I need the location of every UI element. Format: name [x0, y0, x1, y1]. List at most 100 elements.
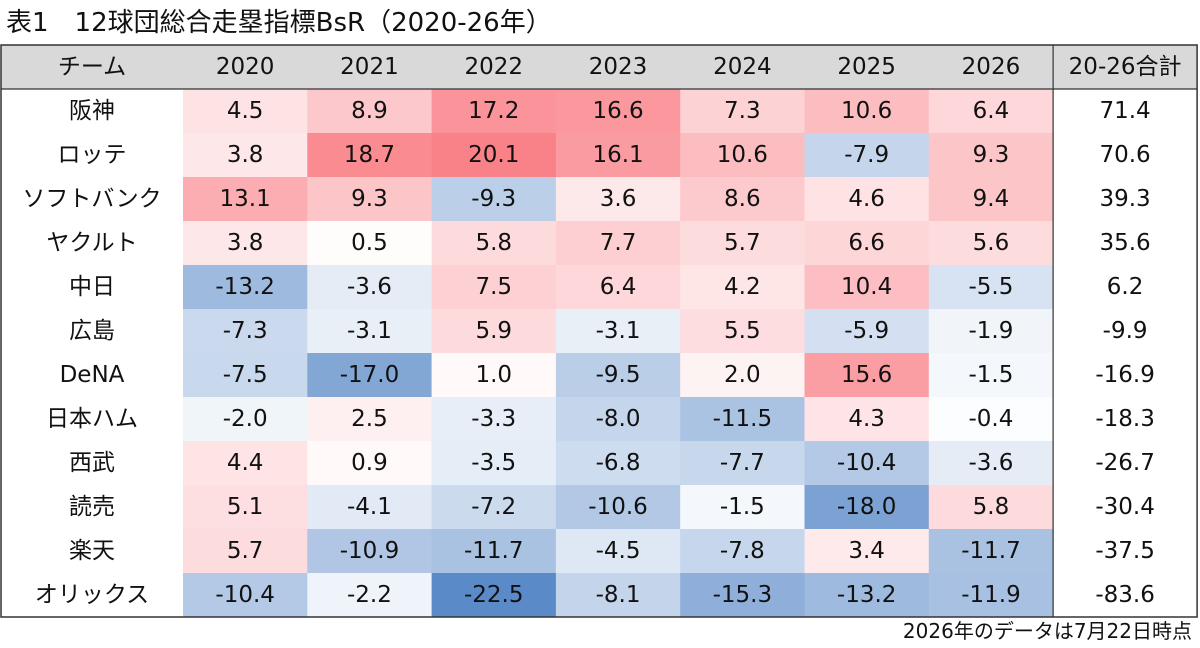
heatmap-cell — [928, 133, 1054, 178]
cell-value: -9.3 — [471, 186, 516, 212]
cell-value: -15.3 — [713, 582, 773, 608]
total-value: -16.9 — [1095, 362, 1155, 388]
heatmap-cell — [307, 573, 433, 618]
heatmap-cell — [307, 309, 433, 354]
total-value: -83.6 — [1095, 582, 1155, 608]
cell-value: 4.3 — [848, 406, 885, 432]
cell-value: -3.3 — [471, 406, 516, 432]
heatmap-cell — [555, 397, 681, 442]
heatmap-cell — [183, 353, 308, 398]
heatmap-cell — [431, 529, 557, 574]
cell-value: -11.7 — [464, 538, 524, 564]
heatmap-cell — [555, 309, 681, 354]
heatmap-cell — [680, 265, 805, 310]
heatmap-cell — [680, 177, 805, 222]
heatmap-cell — [555, 485, 681, 530]
heatmap-cell — [431, 573, 557, 618]
team-label: 楽天 — [69, 538, 115, 564]
team-label: 中日 — [69, 274, 115, 300]
cell-value: -3.6 — [347, 274, 392, 300]
heatmap-cell — [804, 265, 930, 310]
header-year-2024: 2024 — [713, 54, 772, 80]
cell-value: 0.5 — [351, 230, 388, 256]
cell-value: 8.6 — [724, 186, 761, 212]
heatmap-cell — [928, 529, 1054, 574]
cell-value: -2.0 — [223, 406, 268, 432]
heatmap-cell — [183, 573, 308, 618]
heatmap-cell — [928, 89, 1054, 134]
cell-value: 6.4 — [600, 274, 637, 300]
cell-value: 3.6 — [600, 186, 637, 212]
total-value: 6.2 — [1107, 274, 1144, 300]
header-total-label: 20-26合計 — [1069, 54, 1182, 80]
cell-value: 10.4 — [841, 274, 892, 300]
cell-value: 5.6 — [973, 230, 1010, 256]
heatmap-cell — [928, 397, 1054, 442]
heatmap-cell — [307, 89, 433, 134]
heatmap-cell — [183, 133, 308, 178]
heatmap-cell — [555, 529, 681, 574]
cell-value: -13.2 — [837, 582, 897, 608]
cell-value: 2.0 — [724, 362, 761, 388]
heatmap-cell — [307, 397, 433, 442]
cell-value: -10.4 — [837, 450, 897, 476]
cell-value: -5.9 — [844, 318, 889, 344]
heatmap-cell — [555, 265, 681, 310]
heatmap-cell — [804, 529, 930, 574]
cell-value: -3.5 — [471, 450, 516, 476]
team-label: 日本ハム — [46, 406, 138, 432]
total-value: -26.7 — [1095, 450, 1155, 476]
heatmap-cell — [680, 221, 805, 266]
heatmap-cell — [431, 89, 557, 134]
cell-value: 9.3 — [351, 186, 388, 212]
cell-value: 8.9 — [351, 98, 388, 124]
heatmap-cell — [183, 529, 308, 574]
cell-value: 4.4 — [227, 450, 264, 476]
total-value: 35.6 — [1099, 230, 1150, 256]
team-label: ヤクルト — [46, 230, 137, 256]
heatmap-cell — [928, 221, 1054, 266]
footnote: 2026年のデータは7月22日時点 — [902, 619, 1192, 643]
heatmap-cell — [680, 529, 805, 574]
cell-value: 10.6 — [841, 98, 892, 124]
heatmap-cell — [307, 265, 433, 310]
heatmap-cell — [183, 397, 308, 442]
cell-value: -4.5 — [596, 538, 641, 564]
cell-value: 7.3 — [724, 98, 761, 124]
cell-value: -7.7 — [720, 450, 765, 476]
cell-value: 3.4 — [848, 538, 885, 564]
cell-value: -22.5 — [464, 582, 524, 608]
heatmap-cell — [307, 177, 433, 222]
total-value: 70.6 — [1099, 142, 1150, 168]
cell-value: 7.7 — [600, 230, 637, 256]
cell-value: -10.6 — [588, 494, 648, 520]
total-value: -18.3 — [1095, 406, 1155, 432]
cell-value: -5.5 — [969, 274, 1014, 300]
total-value: 71.4 — [1099, 98, 1150, 124]
heatmap-cell — [183, 265, 308, 310]
cell-value: 5.5 — [724, 318, 761, 344]
table-title: 表1 12球団総合走塁指標BsR（2020-26年） — [6, 8, 552, 38]
cell-value: 16.1 — [592, 142, 643, 168]
heatmap-cell — [555, 133, 681, 178]
heatmap-cell — [680, 133, 805, 178]
cell-value: 5.7 — [227, 538, 264, 564]
heatmap-cell — [680, 485, 805, 530]
cell-value: 3.8 — [227, 142, 264, 168]
heatmap-cell — [680, 441, 805, 486]
cell-value: -7.8 — [720, 538, 765, 564]
heatmap-cell — [555, 573, 681, 618]
cell-value: -8.1 — [596, 582, 641, 608]
heatmap-cell — [183, 441, 308, 486]
cell-value: 6.6 — [848, 230, 885, 256]
heatmap-cell — [680, 309, 805, 354]
heatmap-cell — [555, 441, 681, 486]
cell-value: 16.6 — [592, 98, 643, 124]
team-label: 広島 — [69, 318, 115, 344]
heatmap-cell — [804, 573, 930, 618]
heatmap-cell — [804, 485, 930, 530]
cell-value: 2.5 — [351, 406, 388, 432]
heatmap-cell — [307, 133, 433, 178]
heatmap-cell — [680, 353, 805, 398]
